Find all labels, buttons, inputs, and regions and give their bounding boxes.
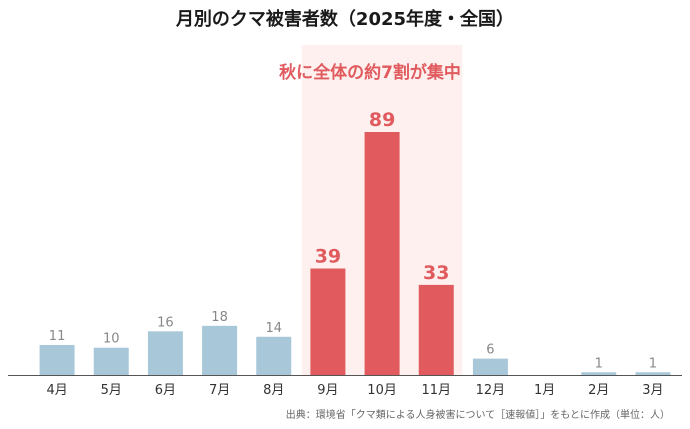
value-label-5月: 10 — [103, 332, 120, 347]
bar-4月 — [39, 344, 75, 375]
value-label-10月: 89 — [369, 109, 395, 131]
tick-label-1月: 1月 — [534, 383, 555, 398]
value-label-9月: 39 — [315, 246, 341, 268]
value-label-2月: 1 — [595, 356, 603, 371]
tick-label-8月: 8月 — [263, 383, 284, 398]
tick-label-12月: 12月 — [476, 383, 506, 398]
tick-label-6月: 6月 — [155, 383, 176, 398]
bar-11月 — [418, 284, 454, 375]
value-label-6月: 16 — [157, 315, 174, 330]
x-tick-labels: 4月 5月 6月 7月 8月 9月 10月 11月 12月 1月 2月 3月 — [46, 383, 663, 398]
bar-6月 — [147, 331, 183, 375]
value-label-11月: 33 — [423, 262, 449, 284]
bar-12月 — [472, 358, 508, 375]
tick-label-11月: 11月 — [421, 383, 451, 398]
value-label-8月: 14 — [265, 321, 282, 336]
value-label-12月: 6 — [486, 343, 494, 358]
bar-2月 — [581, 372, 617, 375]
bar-3月 — [635, 372, 671, 375]
bar-8月 — [256, 336, 292, 375]
chart-title: 月別のクマ被害者数（2025年度・全国） — [175, 8, 514, 30]
tick-label-2月: 2月 — [588, 383, 609, 398]
source-note: 出典：環境省「クマ類による人身被害について［速報値］」をもとに作成（単位：人） — [286, 408, 670, 421]
value-label-7月: 18 — [211, 310, 228, 325]
tick-label-4月: 4月 — [46, 383, 67, 398]
tick-label-5月: 5月 — [101, 383, 122, 398]
bar-5月 — [93, 347, 129, 375]
bar-7月 — [202, 325, 238, 375]
tick-label-3月: 3月 — [642, 383, 663, 398]
value-label-4月: 11 — [49, 329, 66, 344]
tick-label-7月: 7月 — [209, 383, 230, 398]
tick-label-9月: 9月 — [317, 383, 338, 398]
highlight-annotation: 秋に全体の約7割が集中 — [279, 62, 461, 83]
bar-9月 — [310, 268, 346, 375]
bar-10月 — [364, 132, 400, 375]
value-label-3月: 1 — [649, 356, 657, 371]
tick-label-10月: 10月 — [367, 383, 397, 398]
